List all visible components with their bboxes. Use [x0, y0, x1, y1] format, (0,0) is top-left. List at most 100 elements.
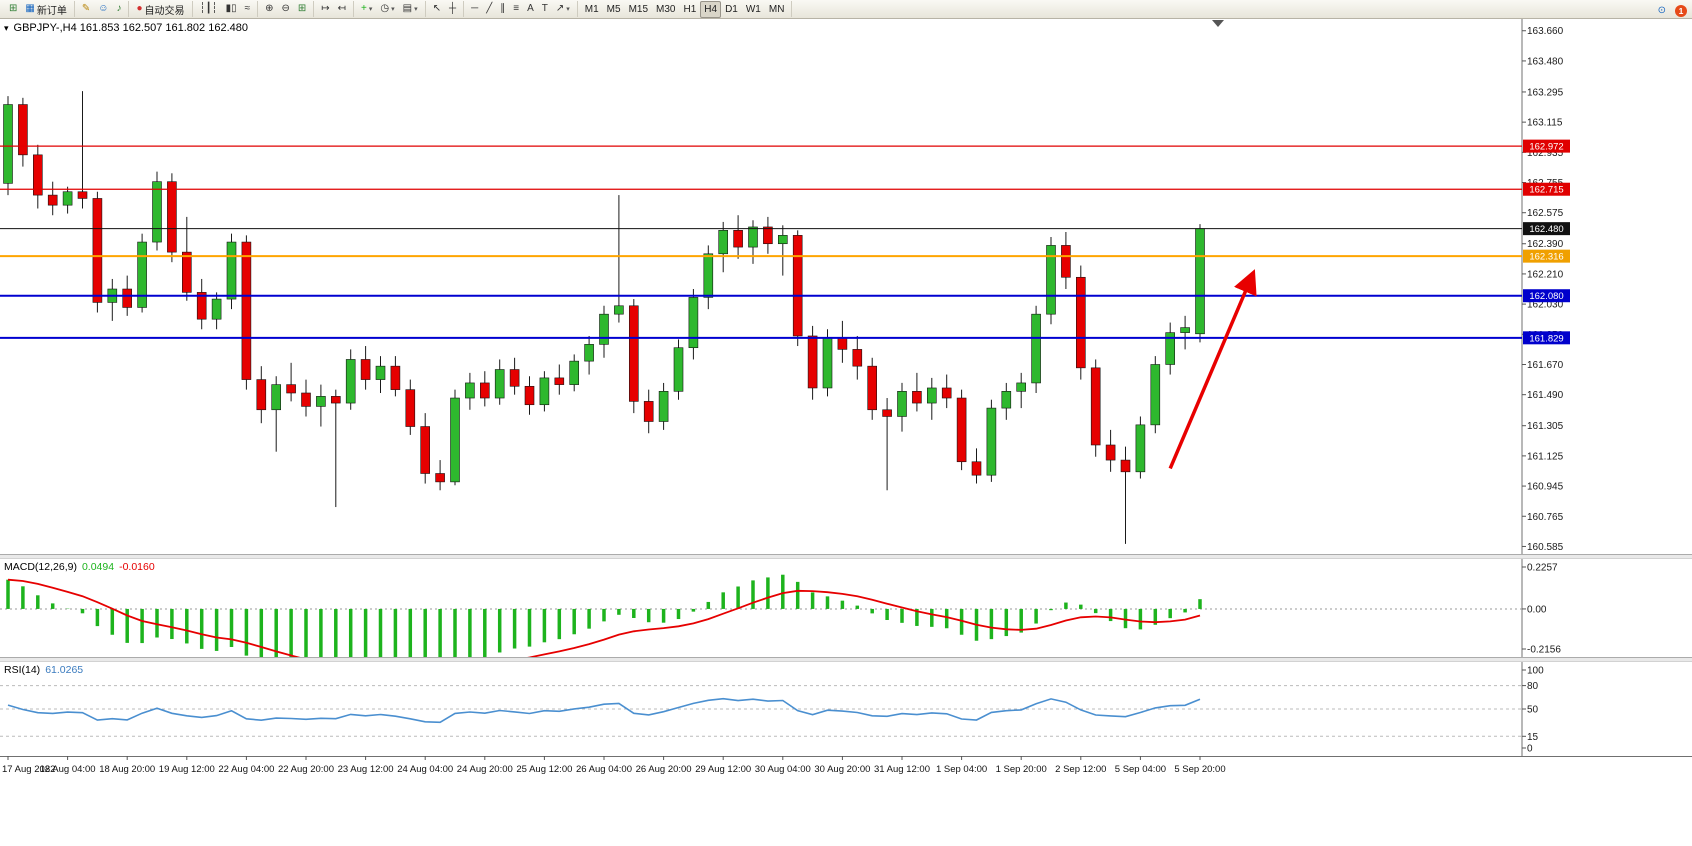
- candle: [375, 365, 386, 380]
- toolbar-group: + ▾ ◷ ▾ ▤ ▾: [354, 1, 426, 17]
- crosshair-button[interactable]: ┼: [445, 1, 460, 18]
- new-order-button[interactable]: ▦ 新订单: [21, 1, 70, 18]
- fibonacci-tool-button[interactable]: ≡: [509, 1, 523, 18]
- price-axis-tick: 163.660: [1527, 26, 1564, 37]
- bar-chart-type-button[interactable]: ┆┃┆: [196, 1, 222, 18]
- tile-windows-button[interactable]: ⊞: [294, 1, 310, 18]
- auto-scroll-button[interactable]: ↦: [317, 1, 333, 18]
- price-axis-tick: 162.210: [1527, 269, 1564, 280]
- timeframe-m30-button[interactable]: M30: [652, 1, 679, 18]
- indicators-button[interactable]: + ▾: [357, 1, 376, 18]
- sound-button[interactable]: ♪: [112, 1, 125, 18]
- candle: [956, 397, 967, 463]
- candle: [211, 298, 222, 320]
- time-axis-label: 23 Aug 12:00: [338, 764, 394, 775]
- chart-shift-marker[interactable]: [1212, 20, 1224, 27]
- zoom-in-icon: ⊕: [265, 3, 274, 14]
- toolbar-group: M1 M5 M15 M30 H1 H4 D1 W1 MN: [578, 0, 793, 18]
- timeframe-m1-button[interactable]: M1: [581, 1, 603, 18]
- indicators-icon: +: [361, 3, 367, 14]
- macd-signal-line: [7, 578, 1201, 657]
- timeframe-mn-button[interactable]: MN: [765, 1, 789, 18]
- rsi-axis-tick: 80: [1527, 681, 1539, 692]
- toolbar-group: ↖ ┼: [426, 1, 465, 18]
- rsi-canvas[interactable]: 100 80 50 150: [0, 662, 1692, 756]
- arrows-tool-button[interactable]: ↗ ▾: [552, 1, 574, 18]
- trendline-tool-button[interactable]: ╱: [482, 1, 496, 18]
- notifications-badge[interactable]: 1: [1675, 4, 1687, 17]
- panel-divider-macd[interactable]: [0, 554, 1692, 559]
- candle: [1031, 313, 1041, 384]
- candle: [316, 396, 326, 407]
- timeframe-h1-button[interactable]: H1: [679, 1, 700, 18]
- annotate-button[interactable]: ✎: [78, 1, 94, 18]
- time-axis-label: 25 Aug 12:00: [516, 764, 572, 775]
- candle: [1076, 276, 1086, 369]
- timeframe-w1-button[interactable]: W1: [742, 1, 765, 18]
- zoom-out-button[interactable]: ⊖: [277, 1, 293, 18]
- candle: [673, 347, 684, 392]
- orange-level-line-badge: [1523, 249, 1570, 263]
- line-chart-type-button[interactable]: ≈: [241, 1, 255, 18]
- zoom-in-button[interactable]: ⊕: [261, 1, 277, 18]
- community-button[interactable]: ☺: [94, 1, 112, 18]
- autotrading-button[interactable]: ● 自动交易: [132, 1, 188, 18]
- blue-level-line-2-badge: [1523, 331, 1570, 345]
- timeframe-m5-button[interactable]: M5: [603, 1, 625, 18]
- timeframe-m15-button[interactable]: M15: [625, 1, 652, 18]
- timeframe-d1-button[interactable]: D1: [721, 1, 742, 18]
- candle: [539, 377, 550, 406]
- candle: [3, 104, 13, 184]
- search-button[interactable]: ⊙: [1654, 2, 1670, 19]
- price-axis-tick: 161.670: [1527, 360, 1564, 371]
- candle: [1046, 245, 1056, 315]
- candle: [584, 344, 594, 362]
- rsi-panel: RSI(14) 61.0265 100 80 50 15 0: [0, 662, 1692, 756]
- candle: [1001, 391, 1012, 409]
- hline-tool-button[interactable]: ─: [467, 1, 482, 18]
- sound-icon: ♪: [116, 3, 122, 14]
- fibonacci-tool-icon: ≡: [513, 3, 520, 14]
- toolbar-group: ✎ ☺ ♪: [75, 1, 130, 17]
- price-chart-canvas[interactable]: 163.660 163.480 163.295 163.115 162.935 162.7…: [0, 19, 1692, 554]
- timeframe-m15-button-label: M15: [628, 3, 649, 15]
- candle: [450, 397, 460, 483]
- panel-divider-rsi[interactable]: [0, 657, 1692, 662]
- chart-shift-button[interactable]: ↤: [334, 1, 350, 18]
- candle: [554, 377, 565, 385]
- channel-tool-button[interactable]: ∥: [496, 1, 509, 18]
- new-chart-button[interactable]: ⊞: [5, 1, 21, 18]
- price-axis-tick: 161.125: [1527, 451, 1564, 462]
- text-tool-button[interactable]: A: [523, 1, 538, 18]
- periods-button[interactable]: ◷ ▾: [376, 1, 398, 18]
- current-price-line-badge-text: 162.480: [1529, 224, 1563, 235]
- macd-canvas[interactable]: 0.2257 0.00 -0.2156: [0, 559, 1692, 657]
- one-click-trading-toggle[interactable]: ▾: [4, 22, 9, 33]
- toolbar-group: ⊕ ⊖ ⊞: [258, 1, 315, 18]
- candle: [286, 384, 296, 394]
- timeframe-d1-button-label: D1: [725, 3, 738, 15]
- timeframe-h4-button[interactable]: H4: [700, 0, 722, 18]
- candle: [256, 379, 267, 411]
- candle: [301, 392, 311, 407]
- candle: [330, 396, 341, 404]
- templates-button[interactable]: ▤ ▾: [399, 1, 422, 18]
- candle: [92, 198, 103, 303]
- candle: [822, 337, 833, 389]
- rsi-line: [7, 697, 1201, 724]
- cursor-button[interactable]: ↖: [429, 1, 445, 18]
- time-axis-label: 24 Aug 04:00: [397, 764, 453, 775]
- trend-arrow-annotation[interactable]: [1168, 269, 1257, 470]
- price-axis-tick: 160.765: [1527, 512, 1564, 523]
- price-axis-tick: 163.115: [1527, 118, 1563, 129]
- time-axis-label: 30 Aug 04:00: [755, 764, 811, 775]
- candlestick-type-button[interactable]: ▮▯: [222, 1, 241, 18]
- time-axis[interactable]: 17 Aug 2022 18 Aug 04:00 18 Aug 20:00 19 Au…: [0, 756, 1692, 782]
- time-axis-label: 22 Aug 04:00: [218, 764, 274, 775]
- candle: [479, 382, 490, 399]
- chart-title-text: GBPJPY-,H4 161.853 162.507 161.802 162.4…: [13, 22, 248, 34]
- dropdown-caret-icon: ▾: [414, 6, 418, 13]
- label-tool-button[interactable]: T: [538, 1, 552, 18]
